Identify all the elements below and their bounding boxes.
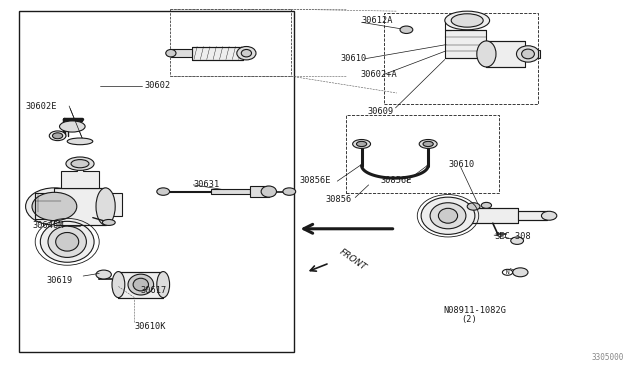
Text: 30617: 30617 xyxy=(141,286,167,295)
Ellipse shape xyxy=(438,208,458,223)
Text: 30609: 30609 xyxy=(367,107,394,116)
Ellipse shape xyxy=(102,219,115,225)
Polygon shape xyxy=(445,30,486,58)
Ellipse shape xyxy=(49,131,66,141)
Text: FRONT: FRONT xyxy=(338,247,368,272)
Polygon shape xyxy=(99,193,122,216)
Polygon shape xyxy=(538,50,540,58)
Ellipse shape xyxy=(541,211,557,220)
Text: 30619: 30619 xyxy=(46,276,72,285)
Polygon shape xyxy=(35,193,61,219)
Ellipse shape xyxy=(26,188,83,225)
Text: 30631: 30631 xyxy=(193,180,220,189)
Text: SEC.308: SEC.308 xyxy=(494,232,531,241)
Circle shape xyxy=(511,237,524,244)
Ellipse shape xyxy=(241,49,252,57)
Polygon shape xyxy=(118,272,163,298)
Ellipse shape xyxy=(128,274,154,295)
Text: N08911-1082G: N08911-1082G xyxy=(444,306,506,315)
Ellipse shape xyxy=(66,157,94,170)
Ellipse shape xyxy=(112,272,125,298)
Polygon shape xyxy=(486,41,525,67)
Ellipse shape xyxy=(356,141,367,147)
Ellipse shape xyxy=(133,278,148,291)
Ellipse shape xyxy=(67,138,93,145)
Ellipse shape xyxy=(353,140,371,148)
Ellipse shape xyxy=(48,226,86,257)
Ellipse shape xyxy=(283,188,296,195)
Ellipse shape xyxy=(71,160,89,168)
Ellipse shape xyxy=(96,188,115,225)
Ellipse shape xyxy=(96,270,111,279)
Polygon shape xyxy=(171,49,192,57)
Text: 30610: 30610 xyxy=(448,160,474,169)
Ellipse shape xyxy=(60,121,85,132)
Polygon shape xyxy=(518,211,547,220)
Ellipse shape xyxy=(157,272,170,298)
Ellipse shape xyxy=(166,49,176,57)
Text: 30646M: 30646M xyxy=(32,221,63,230)
Text: 30610: 30610 xyxy=(340,54,367,63)
Ellipse shape xyxy=(522,49,534,59)
Polygon shape xyxy=(454,208,518,223)
Ellipse shape xyxy=(419,140,437,148)
Ellipse shape xyxy=(40,221,94,262)
Text: 30602+A: 30602+A xyxy=(360,70,397,79)
Text: 30856E: 30856E xyxy=(381,176,412,185)
Ellipse shape xyxy=(451,14,483,27)
Text: N: N xyxy=(506,270,509,275)
Ellipse shape xyxy=(157,188,170,195)
Ellipse shape xyxy=(261,186,276,197)
Text: 30610K: 30610K xyxy=(134,322,166,331)
Circle shape xyxy=(481,202,492,208)
Polygon shape xyxy=(192,46,243,60)
Text: 30856: 30856 xyxy=(325,195,351,204)
Ellipse shape xyxy=(516,46,540,62)
Ellipse shape xyxy=(52,133,63,139)
Text: 30602E: 30602E xyxy=(26,102,57,110)
Polygon shape xyxy=(61,166,99,188)
Polygon shape xyxy=(54,188,106,225)
Ellipse shape xyxy=(56,232,79,251)
Ellipse shape xyxy=(421,197,475,234)
Text: (2): (2) xyxy=(461,315,477,324)
Circle shape xyxy=(513,268,528,277)
Ellipse shape xyxy=(467,203,480,210)
Ellipse shape xyxy=(237,46,256,60)
Text: 30612A: 30612A xyxy=(362,16,393,25)
Ellipse shape xyxy=(477,41,496,67)
Text: 30602: 30602 xyxy=(144,81,170,90)
Bar xyxy=(346,115,499,193)
Text: 3305000: 3305000 xyxy=(591,353,624,362)
Ellipse shape xyxy=(445,11,490,30)
Ellipse shape xyxy=(423,141,433,147)
Ellipse shape xyxy=(400,26,413,33)
Polygon shape xyxy=(211,189,250,194)
Bar xyxy=(19,11,294,352)
Ellipse shape xyxy=(32,192,77,221)
Polygon shape xyxy=(250,186,269,197)
Text: 30856E: 30856E xyxy=(300,176,331,185)
Bar xyxy=(384,13,538,104)
Ellipse shape xyxy=(430,203,466,229)
